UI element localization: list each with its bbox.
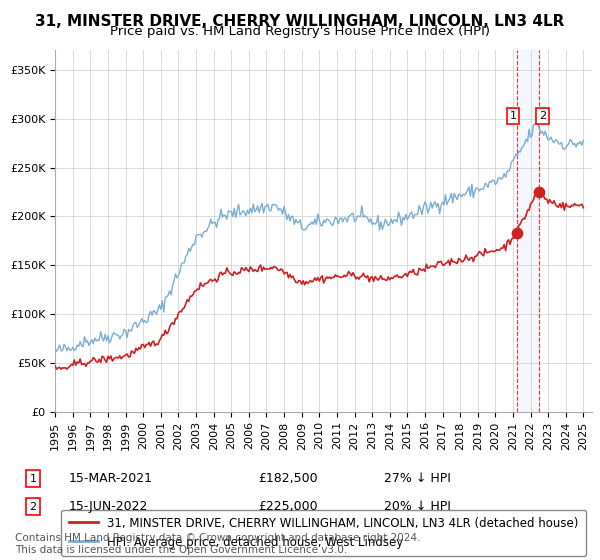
Text: £225,000: £225,000 [258, 500, 317, 514]
Text: Contains HM Land Registry data © Crown copyright and database right 2024.
This d: Contains HM Land Registry data © Crown c… [15, 533, 421, 555]
Point [512, 229, 521, 238]
Text: 27% ↓ HPI: 27% ↓ HPI [384, 472, 451, 486]
Bar [517, 50, 539, 412]
Text: 15-JUN-2022: 15-JUN-2022 [69, 500, 148, 514]
Legend: 31, MINSTER DRIVE, CHERRY WILLINGHAM, LINCOLN, LN3 4LR (detached house), HPI: Av: 31, MINSTER DRIVE, CHERRY WILLINGHAM, LI… [61, 510, 586, 556]
Text: 2: 2 [29, 502, 37, 512]
Text: 20% ↓ HPI: 20% ↓ HPI [384, 500, 451, 514]
Text: Price paid vs. HM Land Registry's House Price Index (HPI): Price paid vs. HM Land Registry's House … [110, 25, 490, 38]
Text: 31, MINSTER DRIVE, CHERRY WILLINGHAM, LINCOLN, LN3 4LR: 31, MINSTER DRIVE, CHERRY WILLINGHAM, LI… [35, 14, 565, 29]
Text: 2: 2 [539, 111, 546, 121]
Text: 1: 1 [29, 474, 37, 484]
Text: 1: 1 [509, 111, 517, 121]
Text: £182,500: £182,500 [258, 472, 317, 486]
Point [534, 188, 544, 197]
Text: 15-MAR-2021: 15-MAR-2021 [69, 472, 153, 486]
